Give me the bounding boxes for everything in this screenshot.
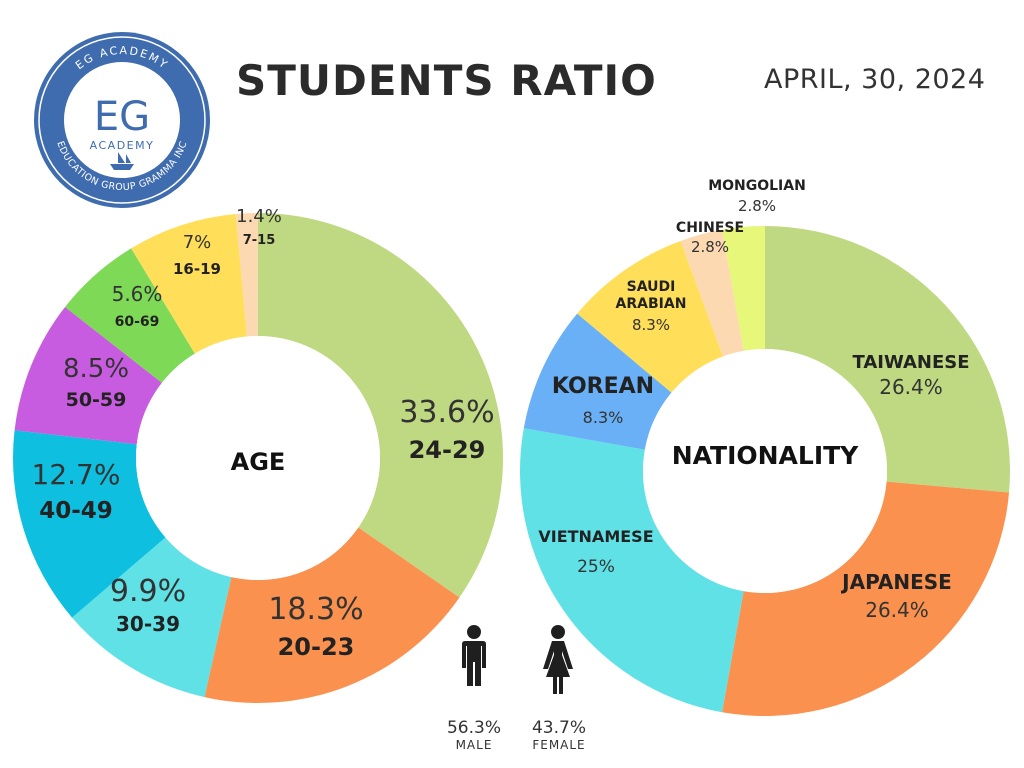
chart-title: AGE <box>231 448 286 476</box>
slice-vietnamese <box>520 428 744 713</box>
slice-24-29 <box>258 213 503 598</box>
slice-saudi-arabian <box>577 241 723 393</box>
value-label-60-69: 5.6% <box>112 282 163 306</box>
category-label-30-39: 30-39 <box>116 612 180 636</box>
female-label: FEMALE <box>532 738 586 752</box>
slice-japanese <box>722 481 1010 716</box>
label-group-japanese: JAPANESE 26.4% <box>840 570 952 622</box>
slice-7-15 <box>235 213 258 337</box>
category-label-50-59: 50-59 <box>66 389 127 411</box>
slice-60-69 <box>65 248 195 383</box>
female-stat: 43.7% FEMALE <box>519 620 599 752</box>
label-group-16-19: 7% 16-19 <box>173 232 221 278</box>
slice-40-49 <box>13 430 166 618</box>
label-group-mongolian: MONGOLIAN 2.8% <box>708 178 806 215</box>
logo-name: ACADEMY <box>90 139 155 152</box>
page-title: STUDENTS RATIO <box>236 56 657 105</box>
label-group-chinese: CHINESE 2.8% <box>676 220 744 256</box>
category-label-24-29: 24-29 <box>409 436 486 464</box>
category-label-40-49: 40-49 <box>39 498 113 524</box>
category-label-vietnamese: VIETNAMESE <box>538 527 653 546</box>
category-label-16-19: 16-19 <box>173 260 221 278</box>
slice-taiwanese <box>765 226 1010 493</box>
logo-monogram: EG <box>94 94 150 140</box>
value-label-30-39: 9.9% <box>110 574 186 609</box>
male-stat: 56.3% MALE <box>434 620 514 752</box>
value-label-saudi-arabian: 8.3% <box>632 316 670 334</box>
value-label-16-19: 7% <box>183 232 212 253</box>
label-group-40-49: 12.7% 40-49 <box>32 458 121 524</box>
label-group-30-39: 9.9% 30-39 <box>110 574 186 636</box>
male-icon <box>462 625 486 686</box>
label-group-20-23: 18.3% 20-23 <box>268 592 363 661</box>
value-label-japanese: 26.4% <box>865 598 929 622</box>
category-label-saudi-arabian: ARABIAN <box>616 296 687 312</box>
category-label-60-69: 60-69 <box>115 314 160 330</box>
category-label-japanese: JAPANESE <box>840 570 952 594</box>
value-label-24-29: 33.6% <box>399 395 494 430</box>
female-percent: 43.7% <box>531 718 586 738</box>
category-label-mongolian: MONGOLIAN <box>708 178 806 194</box>
category-label-korean: KOREAN <box>552 374 654 399</box>
category-label-taiwanese: TAIWANESE <box>852 352 969 373</box>
value-label-20-23: 18.3% <box>268 592 363 627</box>
label-group-24-29: 33.6% 24-29 <box>399 395 494 464</box>
donut-hole <box>136 336 380 580</box>
chart-title: NATIONALITY <box>672 441 859 470</box>
label-group-vietnamese: VIETNAMESE 25% <box>538 527 653 577</box>
category-label-saudi-arabian: SAUDI <box>627 279 676 295</box>
age-donut-chart: AGE 33.6% 24-29 18.3% 20-23 9.9% 30-39 12.7% 40-… <box>13 206 503 703</box>
value-label-40-49: 12.7% <box>32 458 121 491</box>
slice-chinese <box>680 229 744 357</box>
ship-icon <box>110 152 134 170</box>
value-label-7-15: 1.4% <box>236 206 282 227</box>
value-label-chinese: 2.8% <box>691 238 729 256</box>
label-group-50-59: 8.5% 50-59 <box>63 354 129 411</box>
male-percent: 56.3% <box>446 718 501 738</box>
value-label-mongolian: 2.8% <box>738 197 776 215</box>
report-date: APRIL, 30, 2024 <box>764 64 986 95</box>
category-label-7-15: 7-15 <box>243 233 276 248</box>
label-group-7-15: 1.4% 7-15 <box>236 206 282 248</box>
nationality-donut-chart: NATIONALITYTAIWANESE26.4%JAPANESE26.4%VI… <box>520 178 1010 716</box>
donut-hole <box>643 349 887 593</box>
slice-korean <box>523 313 672 450</box>
category-label-20-23: 20-23 <box>278 633 355 661</box>
value-label-korean: 8.3% <box>583 408 624 427</box>
male-label: MALE <box>455 738 493 752</box>
label-group-korean: KOREAN 8.3% <box>552 374 654 427</box>
label-group-60-69: 5.6% 60-69 <box>112 282 163 330</box>
eg-academy-logo: EG ACADEMY EDUCATION GROUP GRAMMA INC EG… <box>34 32 210 208</box>
value-label-50-59: 8.5% <box>63 354 129 384</box>
slice-30-39 <box>72 537 232 698</box>
category-label-chinese: CHINESE <box>676 220 744 236</box>
slice-16-19 <box>131 214 247 354</box>
value-label-vietnamese: 25% <box>577 557 615 577</box>
slice-50-59 <box>14 307 162 445</box>
slice-20-23 <box>204 527 460 703</box>
female-icon <box>543 625 573 694</box>
slice-mongolian <box>722 226 765 351</box>
value-label-taiwanese: 26.4% <box>879 375 943 399</box>
